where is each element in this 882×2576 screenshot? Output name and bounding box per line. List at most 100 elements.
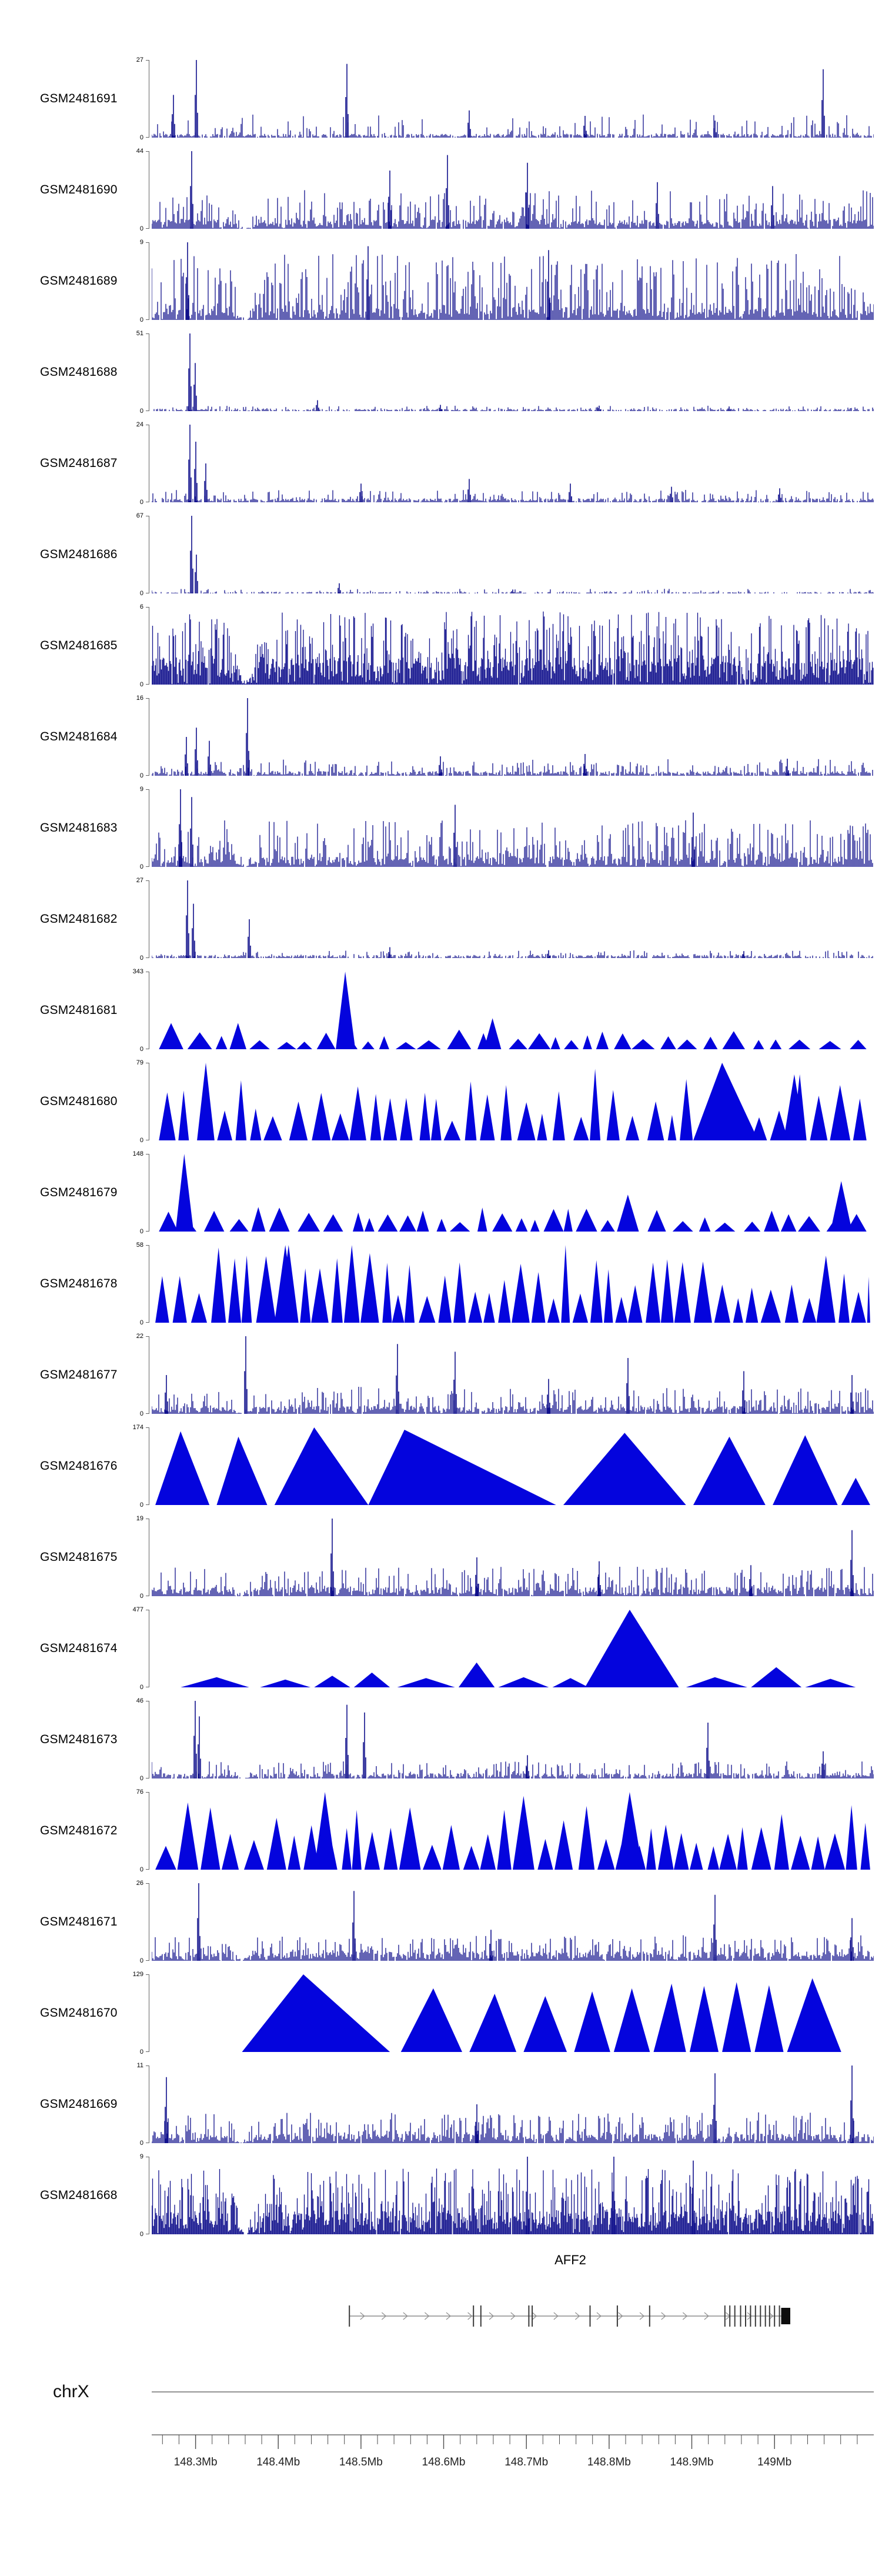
coverage-track: GSM2481681 343 0 xyxy=(0,965,882,1056)
coverage-track: GSM2481682 27 0 xyxy=(0,873,882,965)
exon-tick xyxy=(349,2305,350,2327)
coverage-track: GSM2481676 174 0 xyxy=(0,1420,882,1511)
track-sample-label: GSM2481691 xyxy=(40,91,118,105)
coverage-track: GSM2481679 148 0 xyxy=(0,1147,882,1238)
coverage-track: GSM2481674 477 0 xyxy=(0,1603,882,1694)
track-plot-area: 9 0 xyxy=(140,786,874,870)
y-axis-zero-label: 0 xyxy=(139,1684,143,1691)
track-plot-area: 9 0 xyxy=(140,239,874,323)
track-sample-label: GSM2481678 xyxy=(40,1276,118,1290)
y-axis-max-label: 9 xyxy=(139,786,143,793)
exon-tick xyxy=(649,2305,650,2327)
track-plot-area: 129 0 xyxy=(133,1971,874,2056)
axis-tick-label: 148.8Mb xyxy=(587,2456,631,2468)
y-axis-max-label: 44 xyxy=(136,148,143,155)
coverage-track: GSM2481690 44 0 xyxy=(0,144,882,235)
coverage-track: GSM2481685 6 0 xyxy=(0,600,882,691)
exon-tick xyxy=(769,2305,770,2327)
y-axis-max-label: 51 xyxy=(136,330,143,337)
coverage-plot-svg xyxy=(159,1063,867,1140)
y-axis-max-label: 6 xyxy=(139,603,143,610)
y-axis-zero-label: 0 xyxy=(139,681,143,688)
track-plot-area: 174 0 xyxy=(133,1424,874,1509)
y-axis-zero-label: 0 xyxy=(139,955,143,962)
axis-tick-label: 148.4Mb xyxy=(256,2456,300,2468)
y-axis-line xyxy=(146,880,149,958)
exon-tick xyxy=(729,2305,731,2327)
y-axis-max-label: 148 xyxy=(132,1150,143,1157)
y-axis-zero-label: 0 xyxy=(139,863,143,870)
y-axis-line xyxy=(146,1063,149,1140)
track-sample-label: GSM2481673 xyxy=(40,1732,118,1746)
coverage-plot-svg xyxy=(152,611,874,685)
track-plot-area: 58 0 xyxy=(136,1242,874,1326)
track-plot-area: 24 0 xyxy=(136,421,874,506)
y-axis-line xyxy=(146,1701,149,1778)
y-axis-zero-label: 0 xyxy=(139,408,143,415)
track-plot-area: 67 0 xyxy=(136,512,874,597)
coverage-track: GSM2481668 9 0 xyxy=(0,2150,882,2241)
y-axis-zero-label: 0 xyxy=(139,1319,143,1326)
exon-tick xyxy=(750,2305,751,2327)
track-plot-area: 9 0 xyxy=(140,2153,874,2238)
y-axis-line xyxy=(146,60,149,138)
y-axis-line xyxy=(146,516,149,593)
y-axis-line xyxy=(146,242,149,320)
y-axis-zero-label: 0 xyxy=(139,225,143,232)
exon-tick xyxy=(745,2305,746,2327)
y-axis-zero-label: 0 xyxy=(139,1866,143,1873)
y-axis-max-label: 46 xyxy=(136,1697,143,1704)
coverage-plot-svg xyxy=(155,1792,870,1870)
exon-tick xyxy=(754,2305,756,2327)
y-axis-max-label: 11 xyxy=(136,2062,143,2069)
coverage-plot-svg xyxy=(152,516,874,593)
axis-tick-label: 148.9Mb xyxy=(670,2456,714,2468)
coverage-track: GSM2481684 16 0 xyxy=(0,691,882,782)
track-sample-label: GSM2481687 xyxy=(40,456,118,470)
coverage-plot-svg xyxy=(159,1154,867,1232)
y-axis-zero-label: 0 xyxy=(139,1410,143,1417)
track-plot-area: 46 0 xyxy=(136,1697,874,1782)
y-axis-max-label: 24 xyxy=(136,421,143,428)
y-axis-max-label: 67 xyxy=(136,512,143,519)
track-sample-label: GSM2481676 xyxy=(40,1459,118,1473)
exon-tick xyxy=(724,2305,726,2327)
y-axis-zero-label: 0 xyxy=(139,316,143,323)
y-axis-line xyxy=(146,607,149,685)
track-plot-area: 148 0 xyxy=(133,1150,874,1235)
coverage-plot-svg xyxy=(152,880,873,958)
y-axis-max-label: 27 xyxy=(136,56,143,64)
track-plot-area: 27 0 xyxy=(136,877,874,962)
coverage-plot-svg xyxy=(152,2066,874,2143)
y-axis-zero-label: 0 xyxy=(139,1501,143,1509)
y-axis-max-label: 174 xyxy=(132,1424,143,1431)
y-axis-max-label: 9 xyxy=(139,239,143,246)
track-sample-label: GSM2481689 xyxy=(40,273,118,288)
exon-tick xyxy=(480,2305,482,2327)
y-axis-zero-label: 0 xyxy=(139,1775,143,1782)
y-axis-line xyxy=(146,1792,149,1870)
track-plot-area: 16 0 xyxy=(136,695,874,779)
track-sample-label: GSM2481688 xyxy=(40,365,118,379)
track-plot-area: 76 0 xyxy=(136,1788,874,1873)
exon-tick xyxy=(589,2305,591,2327)
y-axis-zero-label: 0 xyxy=(139,1593,143,1600)
track-sample-label: GSM2481685 xyxy=(40,638,118,652)
coverage-plot-svg xyxy=(152,789,873,867)
y-axis-line xyxy=(146,151,149,229)
exon-tick xyxy=(774,2305,776,2327)
coverage-track: GSM2481678 58 0 xyxy=(0,1238,882,1329)
coverage-track: GSM2481677 22 0 xyxy=(0,1329,882,1420)
y-axis-line xyxy=(146,789,149,867)
coverage-plot-svg xyxy=(152,2157,874,2234)
exon-tick xyxy=(764,2305,766,2327)
exon-tick xyxy=(734,2305,736,2327)
track-plot-area: 44 0 xyxy=(136,148,874,232)
y-axis-line xyxy=(146,2066,149,2143)
y-axis-line xyxy=(146,1154,149,1232)
coverage-plot-svg xyxy=(152,60,874,138)
track-sample-label: GSM2481690 xyxy=(40,182,118,196)
y-axis-zero-label: 0 xyxy=(139,499,143,506)
coverage-track: GSM2481673 46 0 xyxy=(0,1694,882,1785)
